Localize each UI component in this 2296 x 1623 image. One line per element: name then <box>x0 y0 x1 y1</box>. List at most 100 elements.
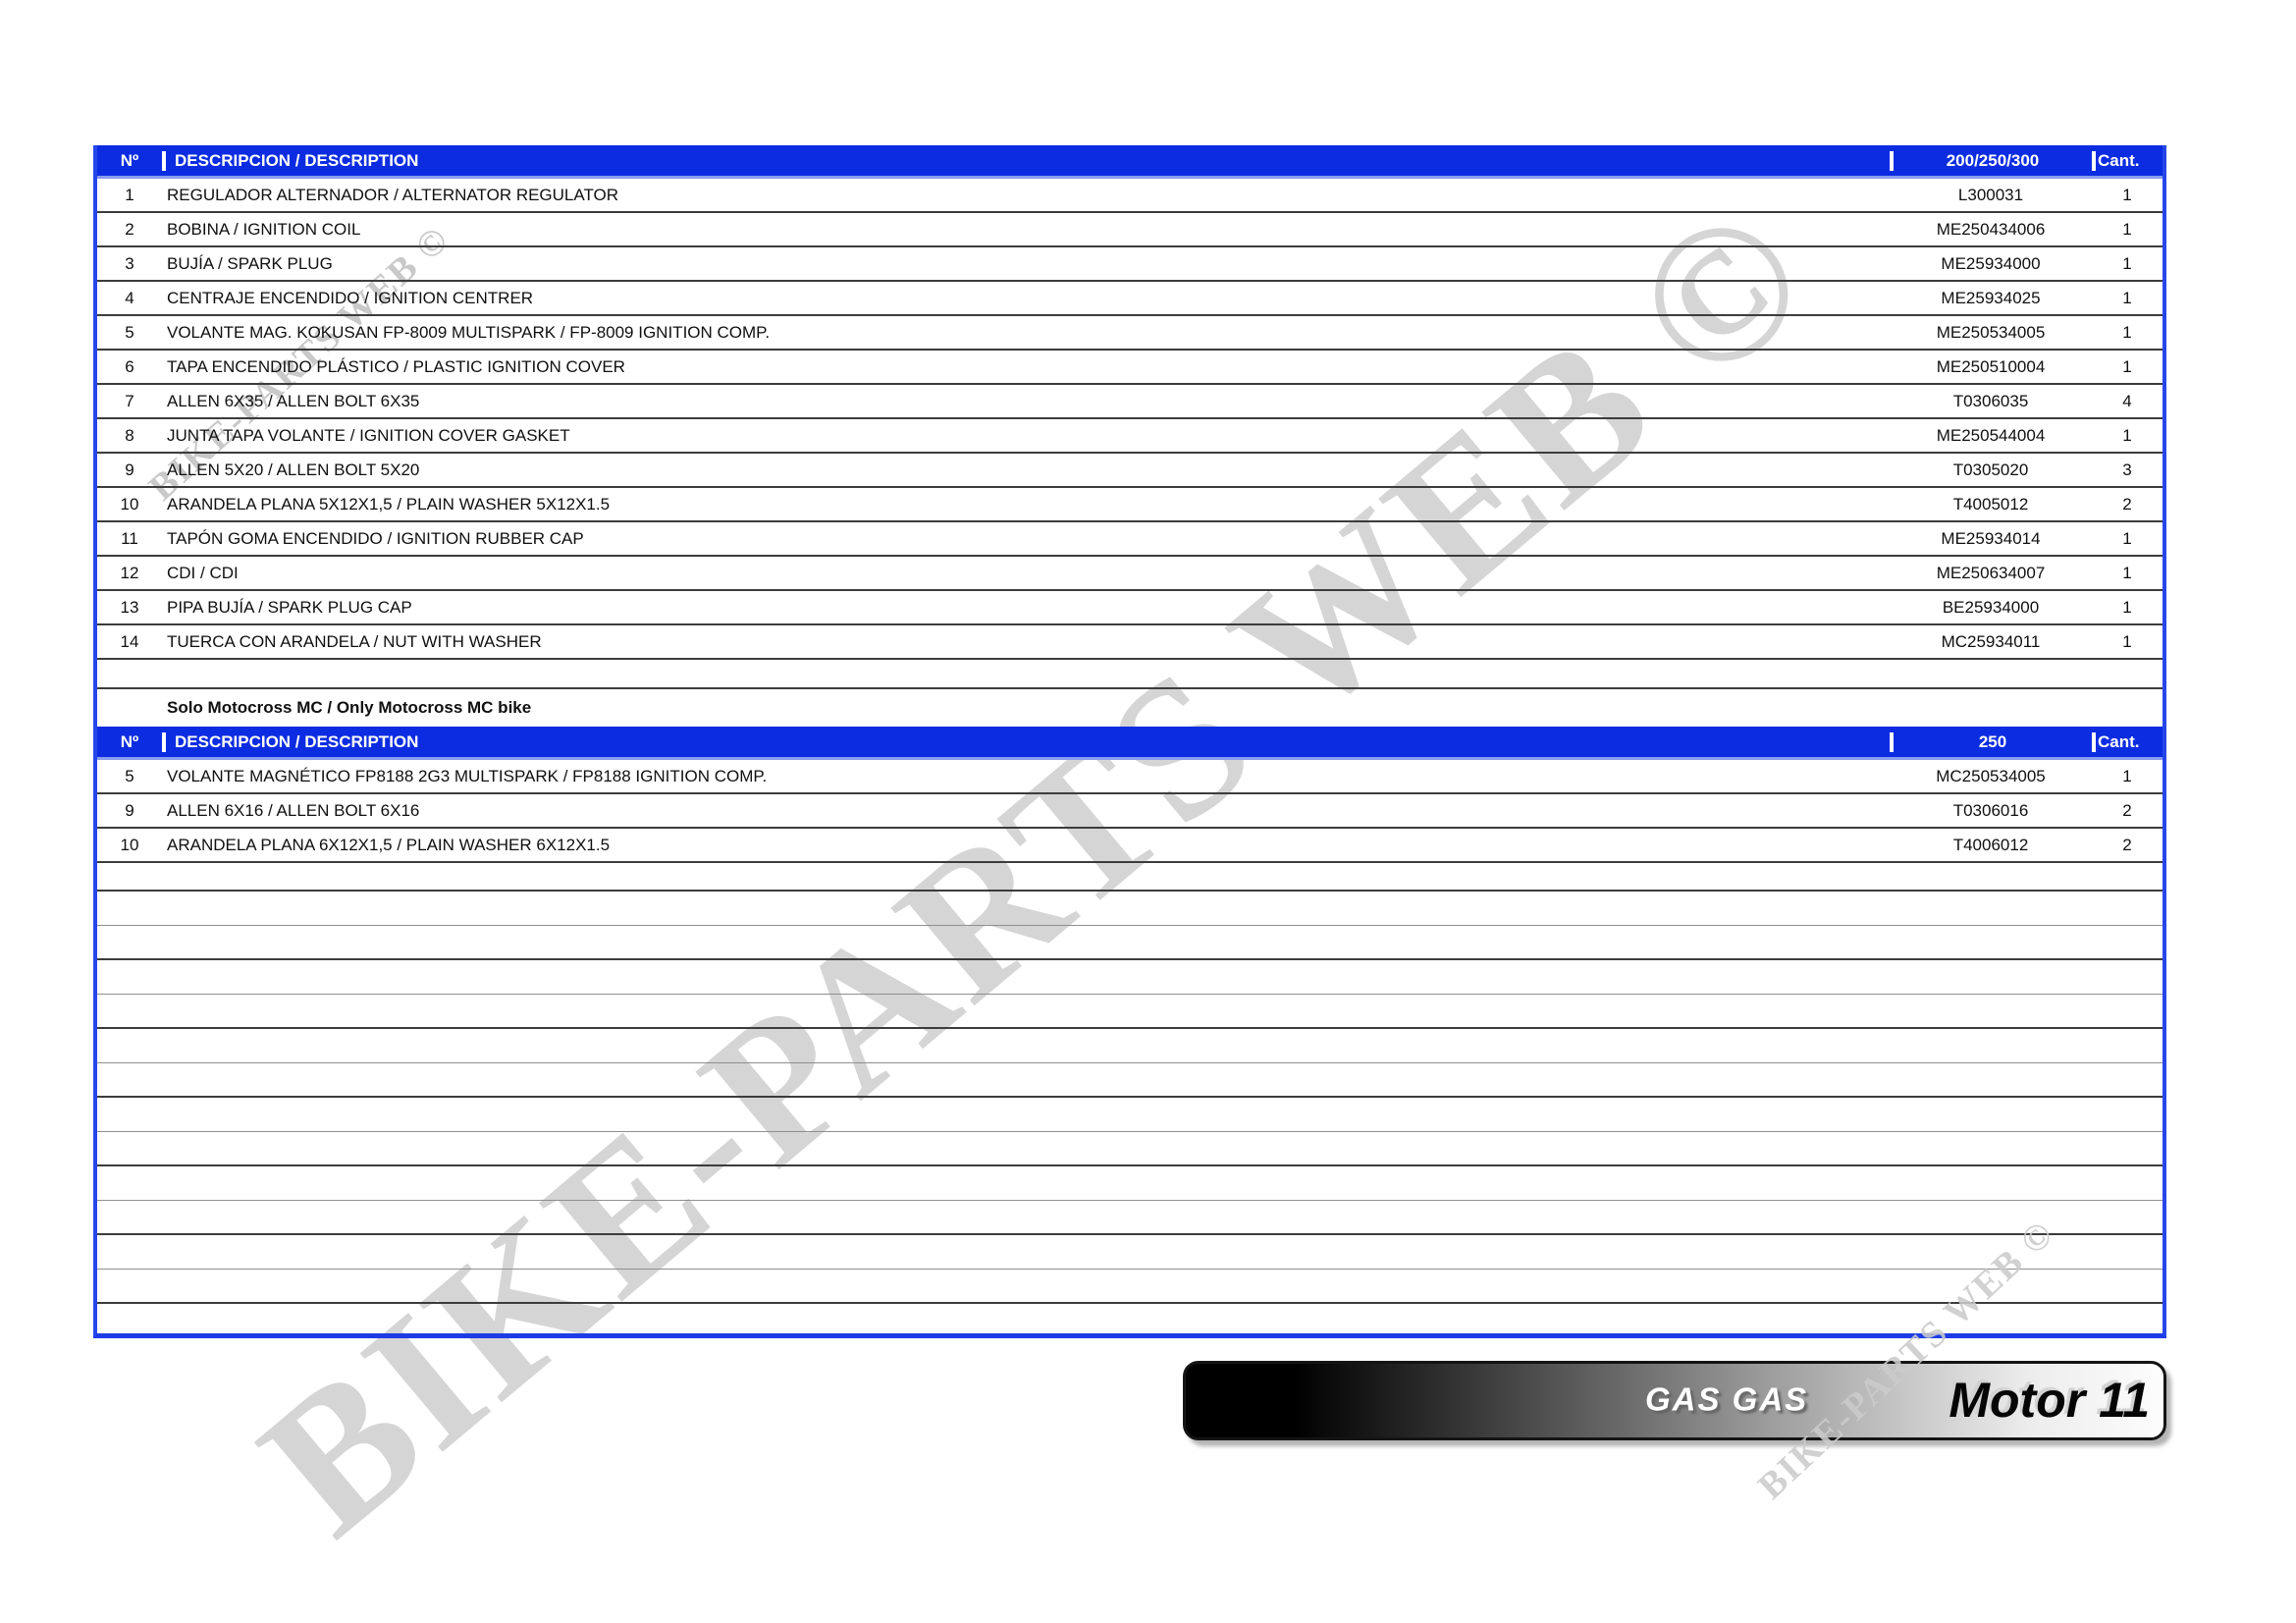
table-row: 5 VOLANTE MAG. KOKUSAN FP-8009 MULTISPARK… <box>97 316 2163 351</box>
row-number: 5 <box>125 766 134 785</box>
row-quantity: 2 <box>2122 494 2132 514</box>
row-description: PIPA BUJÍA / SPARK PLUG CAP <box>167 597 412 617</box>
row-part-number: T0306016 <box>1952 800 2029 820</box>
table2-header-reference: 250 <box>1890 731 2092 752</box>
table-row: 1 REGULADOR ALTERNADOR / ALTERNATOR REGUL… <box>97 179 2163 213</box>
row-part-number: T4006012 <box>1952 835 2029 854</box>
row-number: 13 <box>120 597 139 617</box>
row-description: VOLANTE MAGNÉTICO FP8188 2G3 MULTISPARK … <box>167 766 768 785</box>
row-description: ALLEN 6X35 / ALLEN BOLT 6X35 <box>167 391 420 410</box>
row-quantity: 2 <box>2122 835 2132 854</box>
row-part-number: L300031 <box>1957 185 2024 204</box>
empty-row <box>97 1098 2163 1132</box>
table-row: 9 ALLEN 5X20 / ALLEN BOLT 5X20 T0305020 3 <box>97 454 2163 488</box>
empty-row <box>97 995 2163 1029</box>
row-description: BOBINA / IGNITION COIL <box>167 219 361 239</box>
row-quantity: 1 <box>2122 563 2132 582</box>
row-quantity: 1 <box>2122 219 2132 239</box>
row-quantity: 1 <box>2122 425 2132 445</box>
empty-rows-area <box>97 863 2163 1333</box>
section-note-text: Solo Motocross MC / Only Motocross MC bi… <box>167 698 532 717</box>
empty-row <box>97 1166 2163 1201</box>
table-row: 7 ALLEN 6X35 / ALLEN BOLT 6X35 T0306035 4 <box>97 385 2163 419</box>
row-quantity: 1 <box>2122 322 2132 342</box>
row-quantity: 1 <box>2122 597 2132 617</box>
empty-row <box>97 1132 2163 1166</box>
row-part-number: BE25934000 <box>1942 597 2040 617</box>
table2-header-no: Nº <box>120 731 139 751</box>
table2-header-description: DESCRIPCION / DESCRIPTION <box>162 731 1890 752</box>
row-number: 10 <box>120 835 139 854</box>
table-row: 8 JUNTA TAPA VOLANTE / IGNITION COVER GAS… <box>97 419 2163 454</box>
table1-body: 1 REGULADOR ALTERNADOR / ALTERNATOR REGUL… <box>97 179 2163 660</box>
empty-row <box>97 926 2163 960</box>
row-number: 9 <box>125 800 134 820</box>
row-description: VOLANTE MAG. KOKUSAN FP-8009 MULTISPARK … <box>167 322 771 342</box>
row-description: ALLEN 5X20 / ALLEN BOLT 5X20 <box>167 460 420 479</box>
empty-row <box>97 1235 2163 1270</box>
empty-row <box>97 960 2163 995</box>
row-number: 14 <box>120 631 139 651</box>
empty-row <box>97 1063 2163 1098</box>
table2-body: 5 VOLANTE MAGNÉTICO FP8188 2G3 MULTISPARK… <box>97 760 2163 863</box>
row-number: 7 <box>125 391 134 410</box>
table-row: 4 CENTRAJE ENCENDIDO / IGNITION CENTRER ME… <box>97 282 2163 316</box>
table-row: 5 VOLANTE MAGNÉTICO FP8188 2G3 MULTISPARK… <box>97 760 2163 794</box>
row-description: ARANDELA PLANA 6X12X1,5 / PLAIN WASHER 6… <box>167 835 611 854</box>
empty-row <box>97 1304 2163 1333</box>
table1-header-description: DESCRIPCION / DESCRIPTION <box>162 150 1890 171</box>
table-row: 3 BUJÍA / SPARK PLUG ME25934000 1 <box>97 247 2163 282</box>
row-description: ARANDELA PLANA 5X12X1,5 / PLAIN WASHER 5… <box>167 494 611 514</box>
row-description: BUJÍA / SPARK PLUG <box>167 253 333 273</box>
brand-logo-text: GAS GAS <box>1645 1380 1809 1417</box>
table1-header-quantity: Cant. <box>2092 150 2163 171</box>
row-number: 5 <box>125 322 134 342</box>
empty-row <box>97 892 2163 926</box>
row-quantity: 3 <box>2122 460 2132 479</box>
row-number: 4 <box>125 288 134 307</box>
table-row: 13 PIPA BUJÍA / SPARK PLUG CAP BE25934000 1 <box>97 591 2163 625</box>
row-quantity: 4 <box>2122 391 2132 410</box>
empty-row <box>97 1270 2163 1304</box>
table-row: 2 BOBINA / IGNITION COIL ME250434006 1 <box>97 213 2163 247</box>
row-description: TAPÓN GOMA ENCENDIDO / IGNITION RUBBER C… <box>167 528 584 548</box>
row-quantity: 1 <box>2122 253 2132 273</box>
row-number: 8 <box>125 425 134 445</box>
table-row: 9 ALLEN 6X16 / ALLEN BOLT 6X16 T0306016 2 <box>97 794 2163 829</box>
row-description: JUNTA TAPA VOLANTE / IGNITION COVER GASK… <box>167 425 570 445</box>
row-part-number: T4005012 <box>1952 494 2029 514</box>
row-part-number: ME250544004 <box>1936 425 2046 445</box>
footer-banner: GAS GAS Motor 11 <box>1183 1361 2166 1440</box>
table1-header-no: Nº <box>120 150 139 170</box>
row-number: 11 <box>121 528 138 548</box>
empty-row <box>97 863 2163 892</box>
table-row: 10 ARANDELA PLANA 5X12X1,5 / PLAIN WASHER… <box>97 488 2163 522</box>
row-description: TUERCA CON ARANDELA / NUT WITH WASHER <box>167 631 542 651</box>
table2-header-quantity: Cant. <box>2092 731 2163 752</box>
row-number: 12 <box>120 563 139 582</box>
row-number: 10 <box>120 494 139 514</box>
row-part-number: T0305020 <box>1952 460 2029 479</box>
row-quantity: 1 <box>2122 766 2132 785</box>
table-row: 6 TAPA ENCENDIDO PLÁSTICO / PLASTIC IGNIT… <box>97 351 2163 385</box>
row-quantity: 1 <box>2122 288 2132 307</box>
row-quantity: 1 <box>2122 356 2132 376</box>
parts-table: Nº DESCRIPCION / DESCRIPTION 200/250/300… <box>93 145 2166 1338</box>
row-number: 3 <box>125 253 134 273</box>
row-part-number: ME250534005 <box>1936 322 2046 342</box>
row-part-number: T0306035 <box>1952 391 2029 410</box>
table1-header-row: Nº DESCRIPCION / DESCRIPTION 200/250/300… <box>97 145 2163 179</box>
row-number: 9 <box>125 460 134 479</box>
row-quantity: 2 <box>2122 800 2132 820</box>
table-row: 12 CDI / CDI ME250634007 1 <box>97 557 2163 591</box>
row-description: TAPA ENCENDIDO PLÁSTICO / PLASTIC IGNITI… <box>167 356 625 376</box>
table-row: 10 ARANDELA PLANA 6X12X1,5 / PLAIN WASHER… <box>97 829 2163 863</box>
row-quantity: 1 <box>2122 631 2132 651</box>
row-part-number: MC250534005 <box>1936 766 2046 785</box>
row-description: ALLEN 6X16 / ALLEN BOLT 6X16 <box>167 800 420 820</box>
row-quantity: 1 <box>2122 528 2132 548</box>
empty-row <box>97 1029 2163 1063</box>
row-description: REGULADOR ALTERNADOR / ALTERNATOR REGULA… <box>167 185 619 204</box>
row-part-number: ME25934000 <box>1941 253 2041 273</box>
spacer-row <box>97 660 2163 689</box>
